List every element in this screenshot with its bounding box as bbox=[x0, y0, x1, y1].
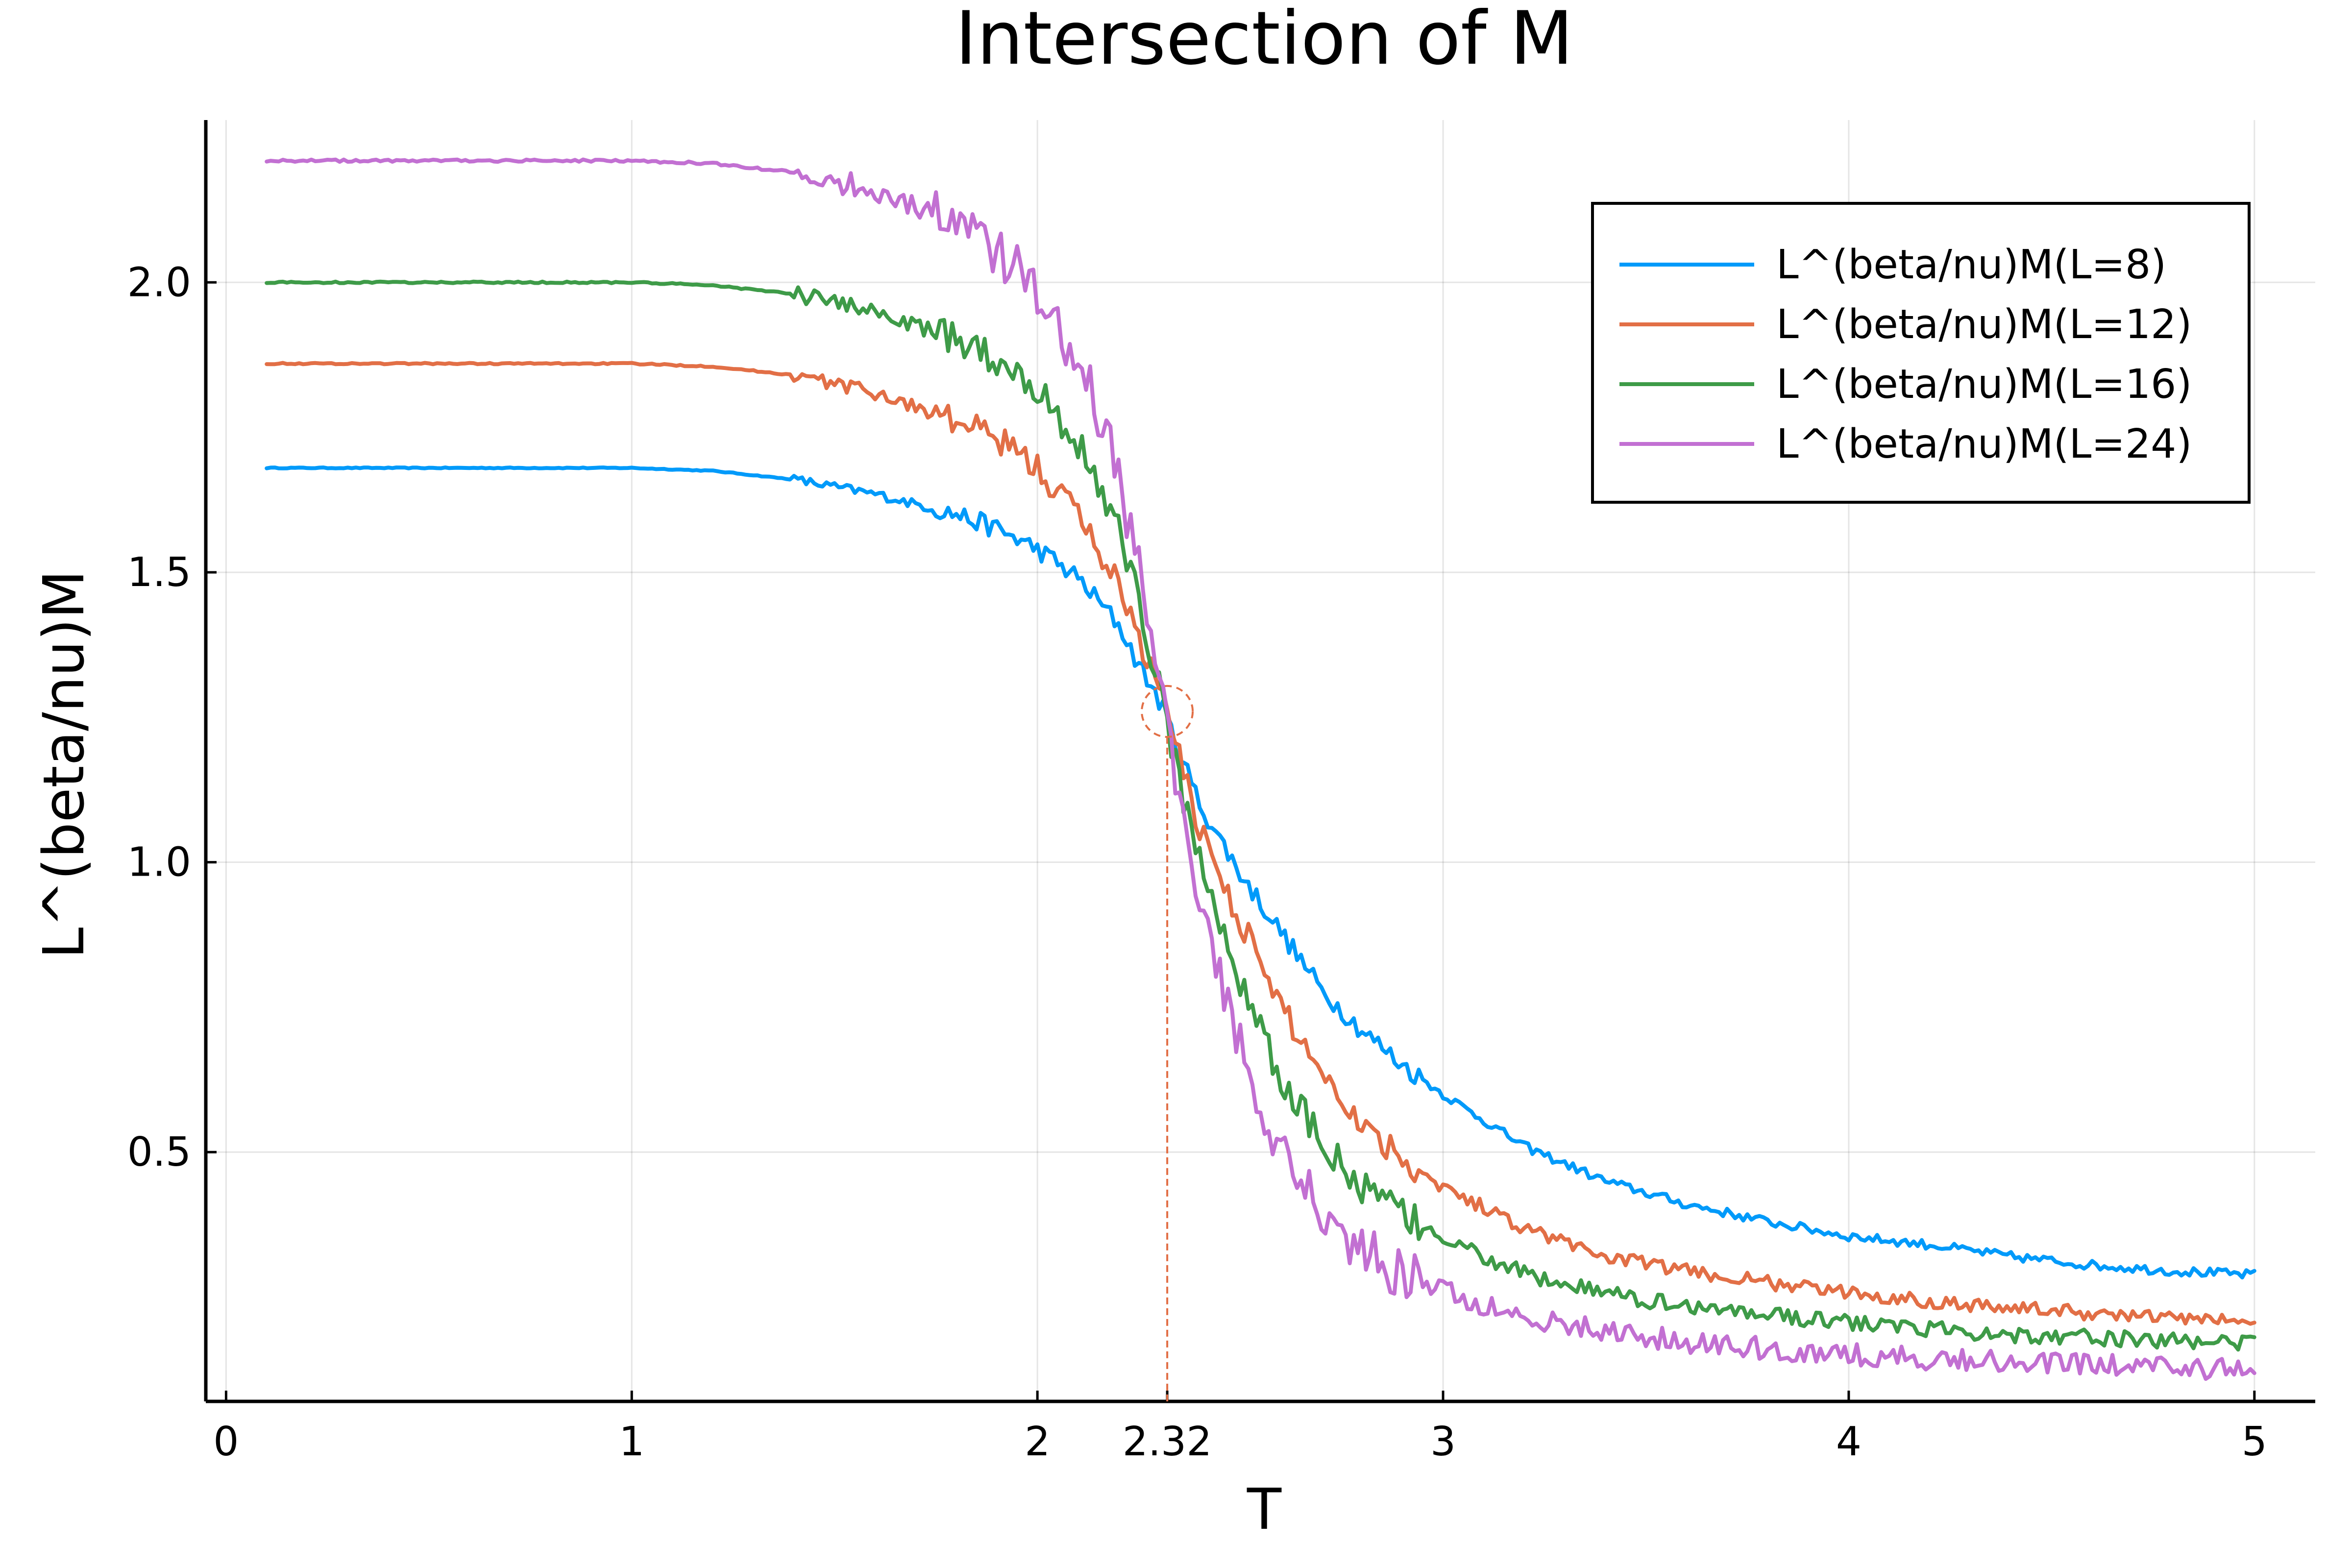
legend-box bbox=[1591, 202, 2251, 504]
legend-entry-label: L^(beta/nu)M(L=24) bbox=[1776, 421, 2192, 467]
x-tick-label: 3 bbox=[1430, 1419, 1456, 1465]
x-axis-label: T bbox=[1247, 1477, 1282, 1543]
annotation-layer bbox=[1141, 685, 1194, 1401]
y-tick-label: 1.5 bbox=[127, 549, 191, 596]
axes-layer: 0 1 2 2.32 3 4 5 0.5 1.0 1.5 2.0 bbox=[127, 120, 2315, 1465]
y-tick-label: 0.5 bbox=[127, 1129, 191, 1176]
y-tick-label: 1.0 bbox=[127, 839, 191, 886]
x-tick-label: 1 bbox=[619, 1419, 644, 1465]
series-line-3 bbox=[265, 279, 2256, 1352]
chart-title: Intersection of M bbox=[955, 0, 1573, 81]
x-tick-label: 5 bbox=[2242, 1419, 2267, 1465]
y-tick-label: 2.0 bbox=[127, 259, 191, 306]
legend: L^(beta/nu)M(L=8) L^(beta/nu)M(L=12) L^(be… bbox=[1591, 202, 2251, 504]
x-tick-label: 0 bbox=[213, 1419, 239, 1465]
legend-entry-label: L^(beta/nu)M(L=8) bbox=[1776, 242, 2166, 288]
series-line-1 bbox=[265, 466, 2256, 1280]
legend-entry-label: L^(beta/nu)M(L=12) bbox=[1776, 301, 2192, 348]
legend-entry-label: L^(beta/nu)M(L=16) bbox=[1776, 361, 2192, 408]
series-line-2 bbox=[265, 361, 2256, 1326]
series-line-4 bbox=[265, 157, 2256, 1381]
x-tick-label: 4 bbox=[1836, 1419, 1862, 1465]
series-layer bbox=[265, 157, 2256, 1381]
x-tick-label: 2 bbox=[1025, 1419, 1050, 1465]
y-axis-label: L^(beta/nu)M bbox=[31, 570, 97, 958]
x-tick-label: 2.32 bbox=[1123, 1419, 1212, 1465]
